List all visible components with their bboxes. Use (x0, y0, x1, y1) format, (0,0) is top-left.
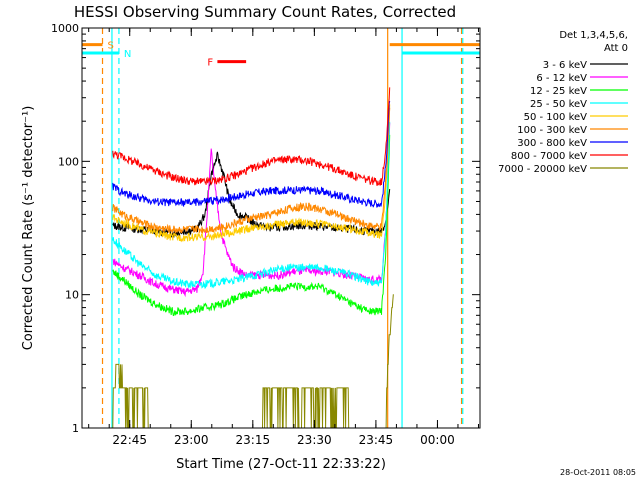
series-line-8 (112, 294, 394, 429)
y-tick-label: 100 (58, 155, 79, 168)
series-line-5 (112, 107, 391, 235)
legend-label: 6 - 12 keV (536, 73, 587, 84)
y-tick-label: 10 (65, 289, 79, 302)
chart-title: HESSI Observing Summary Count Rates, Cor… (74, 3, 456, 21)
x-tick-label: 23:00 (174, 433, 209, 447)
observing-bar-label-s: S (108, 41, 114, 52)
series-line-1 (112, 122, 391, 298)
legend-header: Att 0 (604, 43, 628, 54)
series-line-3 (112, 121, 391, 290)
legend: Det 1,3,4,5,6, Att 0 3 - 6 keV 6 - 12 keV 12… (498, 30, 628, 175)
plot-frame (81, 27, 481, 429)
legend-label: 100 - 300 keV (517, 125, 587, 136)
legend-label: 300 - 800 keV (517, 138, 587, 149)
y-tick-label: 1000 (51, 22, 79, 35)
legend-label: 800 - 7000 keV (511, 151, 587, 162)
legend-label: 7000 - 20000 keV (498, 164, 587, 175)
series-line-4 (112, 104, 391, 243)
series-line-2 (112, 134, 391, 317)
observing-bar-label-f: F (207, 58, 213, 69)
y-tick-label: 1 (72, 422, 79, 435)
legend-label: 12 - 25 keV (530, 86, 587, 97)
legend-label: 25 - 50 keV (530, 99, 587, 110)
legend-header: Det 1,3,4,5,6, (559, 30, 628, 41)
x-tick-label: 22:45 (112, 433, 147, 447)
x-tick-label: 23:45 (359, 433, 394, 447)
x-tick-label: 23:15 (236, 433, 271, 447)
y-axis-label: Corrected Count Rate (s⁻¹ detector⁻¹) (21, 106, 36, 351)
series-line-7 (112, 87, 391, 186)
legend-label: 50 - 100 keV (524, 112, 588, 123)
x-axis-label: Start Time (27-Oct-11 22:33:22) (176, 457, 386, 472)
x-tick-label: 23:30 (297, 433, 332, 447)
axes: 1 10 100 1000 22:45 23:00 23:15 23:30 23:45 00:00 (51, 22, 480, 447)
legend-label: 3 - 6 keV (543, 60, 587, 71)
observing-bar-label-n: N (124, 49, 131, 60)
plot-content: SN F (82, 28, 480, 429)
footer-timestamp: 28-Oct-2011 08:05 (560, 468, 636, 477)
series-line-6 (112, 100, 391, 208)
x-tick-label: 00:00 (420, 433, 455, 447)
